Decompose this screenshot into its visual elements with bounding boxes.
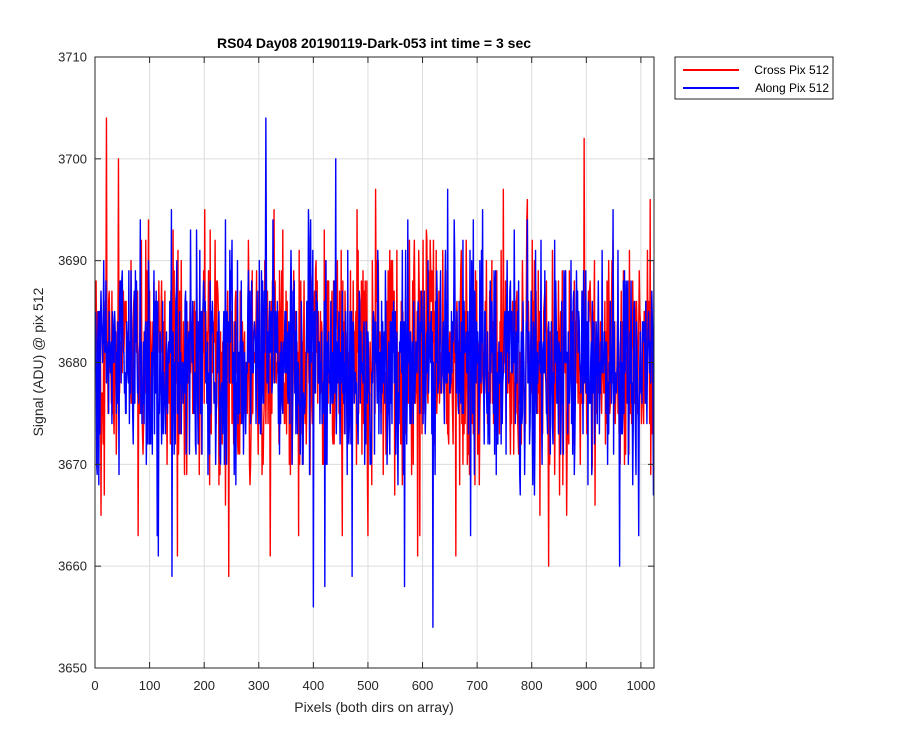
y-axis-label: Signal (ADU) @ pix 512 — [30, 287, 46, 436]
y-tick-label: 3690 — [58, 253, 87, 268]
y-tick-label: 3650 — [58, 661, 87, 676]
x-tick-label: 600 — [412, 678, 434, 693]
legend-label-cross: Cross Pix 512 — [754, 63, 829, 77]
chart-title: RS04 Day08 20190119-Dark-053 int time = … — [217, 35, 531, 51]
x-tick-label: 300 — [248, 678, 270, 693]
legend: Cross Pix 512 Along Pix 512 — [674, 56, 834, 100]
plot-series — [95, 117, 654, 628]
y-tick-label: 3680 — [58, 355, 87, 370]
x-tick-label: 200 — [193, 678, 215, 693]
y-tick-label: 3700 — [58, 151, 87, 166]
x-tick-label: 100 — [139, 678, 161, 693]
x-tick-label: 800 — [521, 678, 543, 693]
y-tick-label: 3670 — [58, 457, 87, 472]
axis-ticks: 0 100 200 300 400 500 600 700 800 900 1000 3650 3660… — [58, 50, 655, 694]
y-tick-label: 3660 — [58, 559, 87, 574]
legend-label-along: Along Pix 512 — [755, 81, 829, 95]
x-axis-label: Pixels (both dirs on array) — [294, 699, 454, 715]
x-tick-label: 500 — [357, 678, 379, 693]
y-tick-label: 3710 — [58, 50, 87, 65]
x-tick-label: 900 — [575, 678, 597, 693]
x-tick-label: 700 — [466, 678, 488, 693]
x-tick-label: 400 — [303, 678, 325, 693]
series-line-along-pix-512 — [95, 117, 654, 628]
x-tick-label: 0 — [91, 678, 98, 693]
x-tick-label: 1000 — [626, 678, 655, 693]
legend-box — [674, 56, 834, 100]
